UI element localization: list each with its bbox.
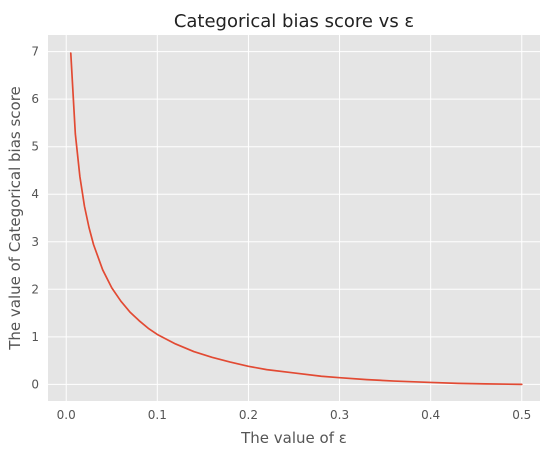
y-tick-label: 3: [31, 235, 39, 249]
series-line-0: [69, 52, 523, 386]
x-tick-label: 0.0: [57, 408, 76, 422]
x-tick-label: 0.1: [148, 408, 167, 422]
x-tick-labels: 0.0 0.1 0.2 0.3 0.4 0.5: [57, 408, 532, 422]
chart-title: Categorical bias score vs ε: [174, 11, 414, 32]
x-tick-label: 0.2: [239, 408, 258, 422]
x-axis-label: The value of ε: [240, 429, 347, 447]
y-tick-label: 0: [31, 377, 39, 391]
y-tick-label: 7: [31, 45, 39, 59]
series-layer: [69, 52, 523, 386]
plot-background: [48, 35, 540, 401]
y-tick-label: 4: [31, 187, 39, 201]
y-tick-label: 2: [31, 282, 39, 296]
x-tick-label: 0.3: [330, 408, 349, 422]
y-tick-labels: 0 1 2 3 4 5 6 7: [31, 45, 39, 392]
y-axis-label: The value of Categorical bias score: [6, 86, 24, 351]
x-tick-label: 0.5: [512, 408, 531, 422]
grid: [48, 35, 540, 401]
y-tick-label: 1: [31, 330, 39, 344]
y-tick-label: 5: [31, 140, 39, 154]
y-tick-label: 6: [31, 92, 39, 106]
x-tick-label: 0.4: [421, 408, 440, 422]
